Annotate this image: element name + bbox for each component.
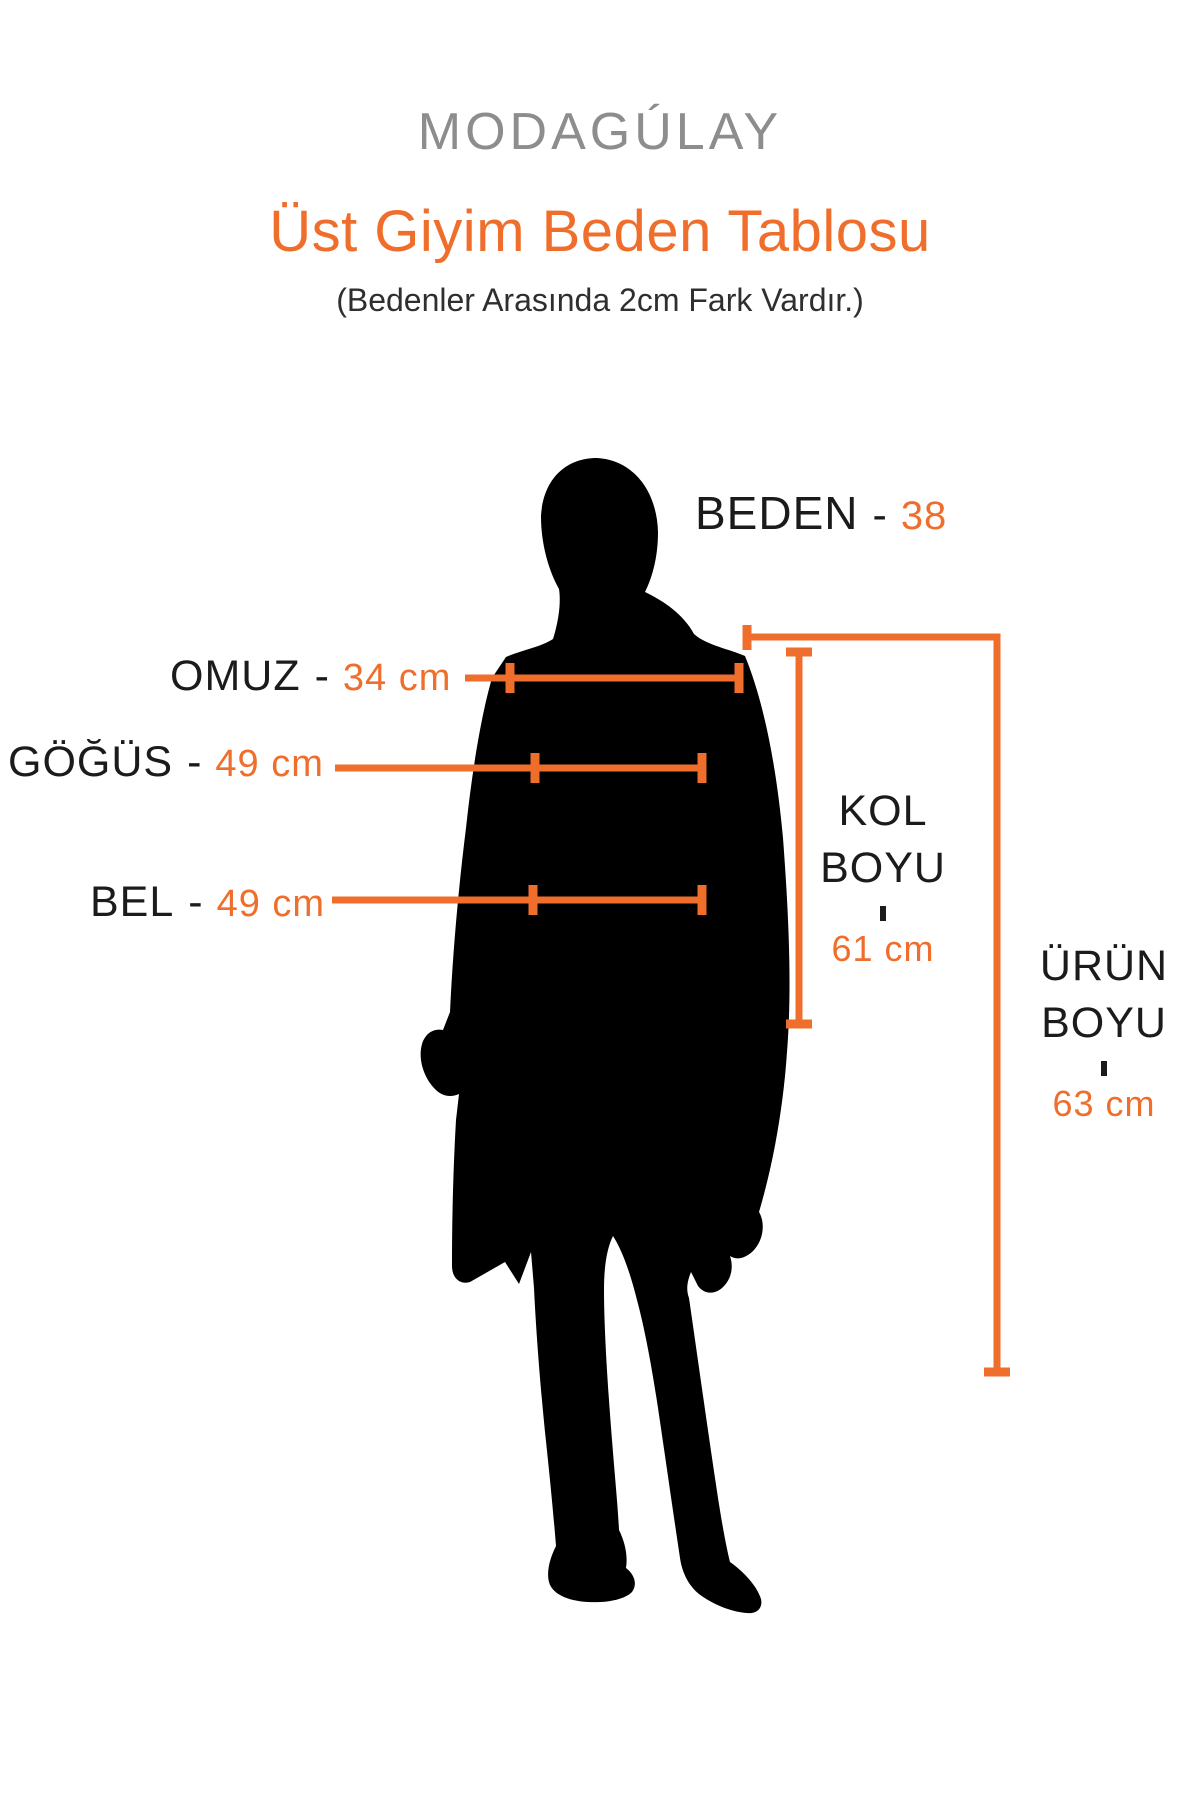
kol-boyu-value: 61 cm	[831, 927, 935, 969]
gogus-label: GÖĞÜS	[8, 738, 174, 786]
figure-silhouette	[420, 458, 790, 1614]
kol-boyu-measure-line	[786, 647, 812, 1029]
brand-logo: MODAGÚLAY	[417, 103, 783, 161]
omuz-value: 34 cm	[342, 657, 452, 699]
urun-boyu-block: ÜRÜN BOYU 63 cm	[1004, 938, 1200, 1125]
kol-boyu-block: KOL BOYU 61 cm	[783, 783, 983, 970]
page-title: Üst Giyim Beden Tablosu	[269, 199, 931, 264]
gogus-separator: -	[187, 738, 202, 786]
bel-label: BEL	[90, 878, 175, 926]
kol-boyu-label: KOL BOYU	[820, 787, 946, 892]
bel-separator: -	[188, 878, 203, 926]
omuz-measure-line	[465, 663, 744, 693]
omuz-separator: -	[314, 652, 329, 700]
beden-separator: -	[872, 491, 887, 539]
urun-boyu-value: 63 cm	[1052, 1082, 1156, 1124]
bel-value: 49 cm	[216, 883, 326, 925]
urun-boyu-tick	[1101, 1060, 1107, 1076]
page-subtitle: (Bedenler Arasında 2cm Fark Vardır.)	[336, 282, 864, 318]
urun-boyu-measure-line	[742, 625, 1010, 1377]
beden-row: BEDEN - 38	[695, 486, 947, 540]
bel-measure-line	[332, 885, 707, 915]
kol-boyu-tick	[880, 905, 886, 921]
beden-label: BEDEN	[695, 487, 859, 539]
omuz-label: OMUZ	[170, 652, 301, 700]
omuz-row: OMUZ - 34 cm	[170, 652, 451, 701]
beden-value: 38	[900, 494, 948, 538]
bel-row: BEL - 49 cm	[90, 878, 325, 927]
gogus-row: GÖĞÜS - 49 cm	[8, 738, 324, 787]
urun-boyu-label: ÜRÜN BOYU	[1039, 942, 1169, 1047]
gogus-measure-line	[335, 753, 707, 783]
gogus-value: 49 cm	[215, 743, 324, 785]
